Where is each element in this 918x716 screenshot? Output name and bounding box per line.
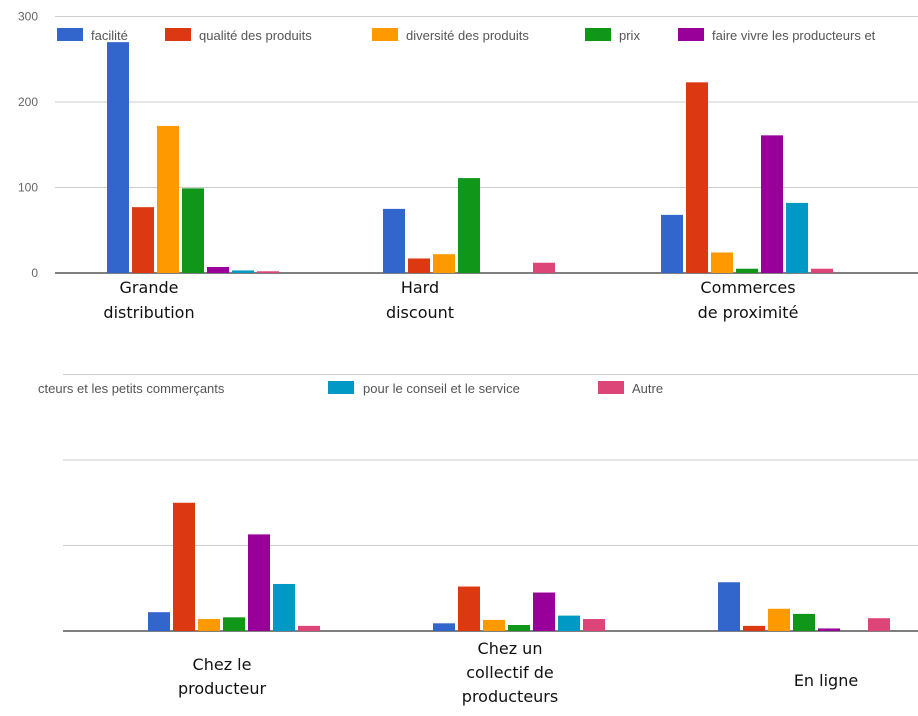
chart-bottom: cteurs et les petits commerçants pour le … bbox=[38, 374, 918, 706]
bar bbox=[148, 612, 170, 631]
bar bbox=[157, 125, 179, 273]
bar bbox=[433, 254, 455, 273]
bar bbox=[811, 268, 833, 273]
bar bbox=[408, 258, 430, 273]
bar bbox=[583, 619, 605, 631]
legend-label: prix bbox=[619, 28, 640, 43]
bar bbox=[793, 613, 815, 631]
bar bbox=[508, 625, 530, 631]
bar bbox=[743, 625, 765, 631]
legend-swatch bbox=[585, 28, 611, 41]
bar bbox=[257, 271, 279, 273]
y-tick-label: 200 bbox=[18, 95, 38, 109]
bar bbox=[107, 42, 129, 274]
category-label: collectif de bbox=[466, 663, 554, 682]
legend-label: cteurs et les petits commerçants bbox=[38, 381, 225, 396]
category-label: Chez le bbox=[193, 655, 252, 674]
category-label: discount bbox=[386, 303, 454, 322]
bar bbox=[558, 615, 580, 631]
legend-swatch bbox=[328, 381, 354, 394]
legend-label: diversité des produits bbox=[406, 28, 529, 43]
legend-swatch bbox=[372, 28, 398, 41]
y-tick-label: 300 bbox=[18, 10, 38, 24]
bar bbox=[736, 268, 758, 273]
bar bbox=[818, 628, 840, 631]
category-label: de proximité bbox=[698, 303, 799, 322]
bar bbox=[458, 178, 480, 273]
bar bbox=[198, 619, 220, 631]
bar bbox=[273, 583, 295, 631]
bar bbox=[458, 586, 480, 631]
legend-label: pour le conseil et le service bbox=[363, 381, 520, 396]
bar bbox=[383, 208, 405, 273]
category-label: En ligne bbox=[794, 671, 858, 690]
legend-label: facilité bbox=[91, 28, 128, 43]
bar bbox=[661, 214, 683, 273]
category-label: Commerces bbox=[700, 278, 795, 297]
category-label: producteur bbox=[178, 679, 267, 698]
y-tick-label: 100 bbox=[18, 181, 38, 195]
bar bbox=[483, 619, 505, 631]
bar bbox=[207, 267, 229, 273]
category-label: Grande bbox=[120, 278, 179, 297]
category-label: producteurs bbox=[462, 687, 558, 706]
bar bbox=[232, 270, 254, 273]
bar bbox=[718, 582, 740, 631]
bar bbox=[868, 618, 890, 631]
bar bbox=[433, 623, 455, 631]
legend-label: Autre bbox=[632, 381, 663, 396]
bar bbox=[711, 252, 733, 273]
bar bbox=[768, 608, 790, 631]
category-label: Hard bbox=[401, 278, 439, 297]
bar bbox=[132, 207, 154, 273]
bar bbox=[533, 262, 555, 273]
bar bbox=[533, 592, 555, 631]
legend-label: qualité des produits bbox=[199, 28, 312, 43]
chart-top: 0 100 200 300 facilité qualité des produits di… bbox=[18, 10, 918, 322]
category-label: Chez un bbox=[478, 639, 543, 658]
legend-label: faire vivre les producteurs et bbox=[712, 28, 876, 43]
bar bbox=[298, 625, 320, 631]
bar bbox=[686, 82, 708, 274]
bar bbox=[182, 188, 204, 273]
legend-swatch bbox=[678, 28, 704, 41]
bar bbox=[786, 202, 808, 273]
bar bbox=[761, 135, 783, 273]
legend-swatch bbox=[598, 381, 624, 394]
bar bbox=[223, 617, 245, 631]
bar bbox=[173, 502, 195, 631]
y-tick-label: 0 bbox=[31, 266, 38, 280]
legend-swatch bbox=[57, 28, 83, 41]
legend-swatch bbox=[165, 28, 191, 41]
category-label: distribution bbox=[103, 303, 194, 322]
bar bbox=[248, 534, 270, 631]
